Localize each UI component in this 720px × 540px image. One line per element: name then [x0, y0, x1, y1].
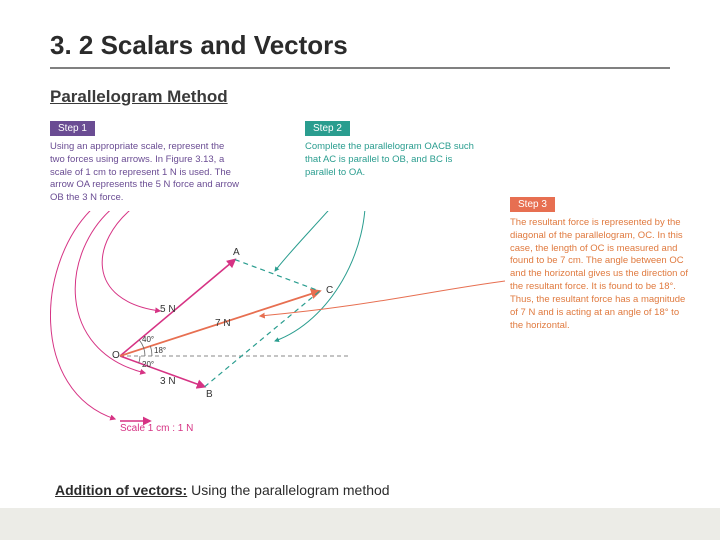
label-ang18: 18°: [154, 346, 166, 355]
step2-badge: Step 2: [305, 121, 350, 136]
step3-badge: Step 3: [510, 197, 555, 212]
label-3N: 3 N: [160, 376, 176, 387]
caption-lead: Addition of vectors:: [55, 482, 187, 498]
footer-band: [0, 508, 720, 540]
caption-rest: Using the parallelogram method: [187, 482, 389, 498]
step1-badge: Step 1: [50, 121, 95, 136]
section-subtitle: Parallelogram Method: [50, 87, 670, 107]
parallelogram-diagram: [50, 211, 510, 441]
label-5N: 5 N: [160, 304, 176, 315]
label-B: B: [206, 389, 213, 400]
label-A: A: [233, 247, 240, 258]
content-area: Step 1 Using an appropriate scale, repre…: [50, 121, 670, 441]
page-title: 3. 2 Scalars and Vectors: [50, 30, 670, 69]
label-C: C: [326, 285, 333, 296]
label-ang20: 20°: [142, 360, 154, 369]
label-7N: 7 N: [215, 318, 231, 329]
label-ang40: 40°: [142, 335, 154, 344]
figure-caption: Addition of vectors: Using the parallelo…: [55, 482, 390, 498]
step2-text: Complete the parallelogram OACB such tha…: [305, 141, 475, 179]
step3-text: The resultant force is represented by th…: [510, 217, 690, 332]
step1-text: Using an appropriate scale, represent th…: [50, 141, 240, 205]
label-O: O: [112, 350, 120, 361]
label-scale: Scale 1 cm : 1 N: [120, 423, 193, 434]
